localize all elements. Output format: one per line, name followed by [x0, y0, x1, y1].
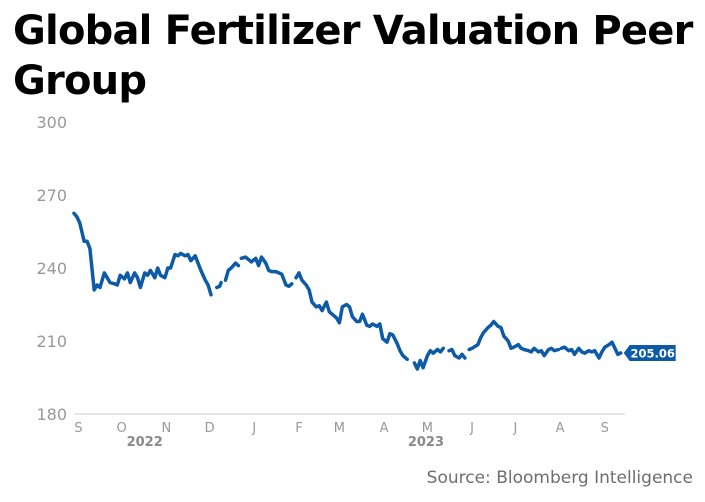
x-tick-label: F: [295, 421, 302, 436]
year-label: 2023: [408, 435, 444, 450]
chart-title: Global Fertilizer Valuation Peer Group: [13, 8, 693, 104]
x-tick-label: M: [334, 421, 345, 436]
year-labels: 2022 2023: [127, 435, 444, 450]
y-tick-label: 180: [36, 405, 67, 424]
source-note: Source: Bloomberg Intelligence: [426, 468, 693, 488]
series-line-segment: [239, 255, 294, 289]
x-tick-label: O: [116, 421, 126, 436]
last-value-text: 205.06: [630, 347, 674, 361]
y-axis: 300 270 240 210 180: [36, 113, 67, 424]
last-value-label: 205.06: [623, 345, 676, 362]
y-tick-label: 210: [36, 332, 67, 351]
x-tick-label: S: [74, 421, 82, 436]
series-lines: [72, 211, 623, 371]
x-tick-label: A: [380, 421, 389, 436]
x-tick-label: J: [469, 421, 474, 436]
series-line-segment: [223, 261, 241, 282]
y-tick-label: 270: [36, 186, 67, 205]
y-tick-label: 300: [36, 113, 67, 132]
series-line-segment: [294, 271, 409, 362]
x-tick-label: A: [556, 421, 565, 436]
series-line-segment: [412, 346, 446, 371]
x-tick-label: S: [601, 421, 609, 436]
x-tick-label: D: [205, 421, 215, 436]
last-value-tag: [623, 345, 676, 362]
series-line-segment: [72, 211, 213, 297]
series-line-segment: [467, 319, 561, 358]
x-tick-label: M: [422, 421, 433, 436]
x-tick-label: N: [161, 421, 171, 436]
y-tick-label: 240: [36, 259, 67, 278]
x-tick-label: J: [512, 421, 517, 436]
x-tick-label: J: [251, 421, 256, 436]
series-line-segment: [447, 347, 467, 360]
year-label: 2022: [127, 435, 163, 450]
series-line-segment: [559, 340, 623, 360]
series-line-segment: [215, 280, 223, 290]
